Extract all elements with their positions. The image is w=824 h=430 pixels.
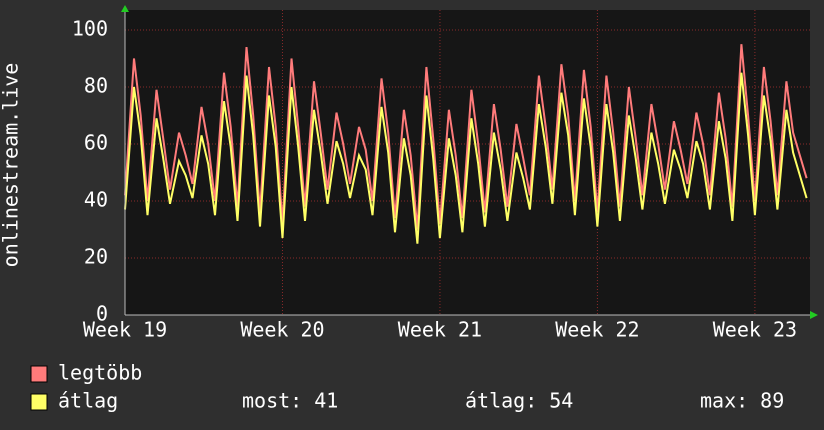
y-tick-label: 40: [84, 187, 108, 211]
y-tick-label: 100: [72, 16, 108, 40]
x-tick-label: Week 21: [398, 318, 482, 342]
y-axis-label: onlinestream.live: [0, 63, 23, 268]
legend-label: legtöbb: [58, 361, 142, 385]
stat-value: 89: [760, 389, 784, 413]
stat-value: 54: [549, 389, 573, 413]
x-tick-label: Week 23: [713, 318, 797, 342]
y-arrow: [121, 5, 129, 12]
x-tick-label: Week 20: [240, 318, 324, 342]
y-tick-label: 20: [84, 244, 108, 268]
y-tick-label: 80: [84, 73, 108, 97]
legend-swatch: [30, 365, 48, 383]
y-tick-label: 0: [96, 302, 108, 326]
x-arrow: [810, 311, 818, 319]
stat-label: max:: [700, 389, 748, 413]
x-tick-label: Week 22: [555, 318, 639, 342]
legend-swatch: [30, 393, 48, 411]
lines: [124, 44, 808, 244]
stat-value: 41: [314, 389, 338, 413]
y-tick-label: 60: [84, 130, 108, 154]
legend: legtöbb átlag most: 41 átlag: 54 max: 89: [30, 361, 784, 413]
x-tick-label: Week 19: [83, 318, 167, 342]
stat-label: most:: [242, 389, 302, 413]
stat-label: átlag:: [465, 389, 537, 413]
legend-label: átlag: [58, 389, 118, 413]
series-line: [124, 72, 808, 244]
